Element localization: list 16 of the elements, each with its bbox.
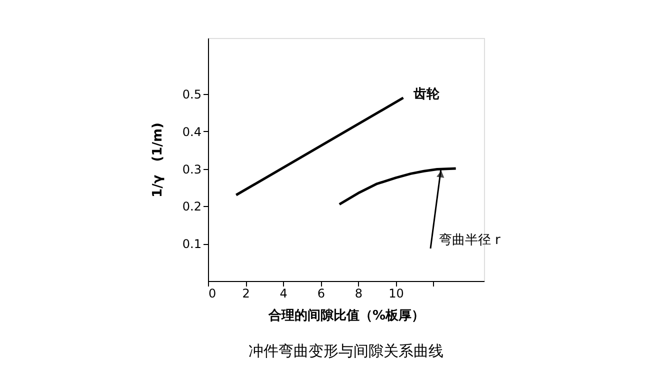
y-axis-title: 1/γ (1/m) xyxy=(150,122,166,198)
x-tick-label: 8 xyxy=(354,286,363,300)
y-tick-label: 0.4 xyxy=(182,124,202,139)
x-tick-label: 10 xyxy=(388,286,404,300)
x-tick-label: 0 xyxy=(208,286,216,300)
x-tick-label: 4 xyxy=(280,286,288,300)
y-tick-label: 0.1 xyxy=(182,237,202,252)
x-tick-label: 6 xyxy=(317,286,325,300)
x-axis-title: 合理的间隙比值（%板厚） xyxy=(267,308,425,324)
annotation: 弯曲半径 r xyxy=(438,232,501,248)
x-tick-label: 2 xyxy=(242,286,250,300)
text: 冲件弯曲变形与间隙关系曲线 xyxy=(248,342,444,360)
y-tick-label: 0.5 xyxy=(182,88,202,102)
y-tick-label: 0.2 xyxy=(182,200,202,214)
y-tick-label: 0.3 xyxy=(182,162,202,176)
series-label: 齿轮 xyxy=(412,86,440,102)
